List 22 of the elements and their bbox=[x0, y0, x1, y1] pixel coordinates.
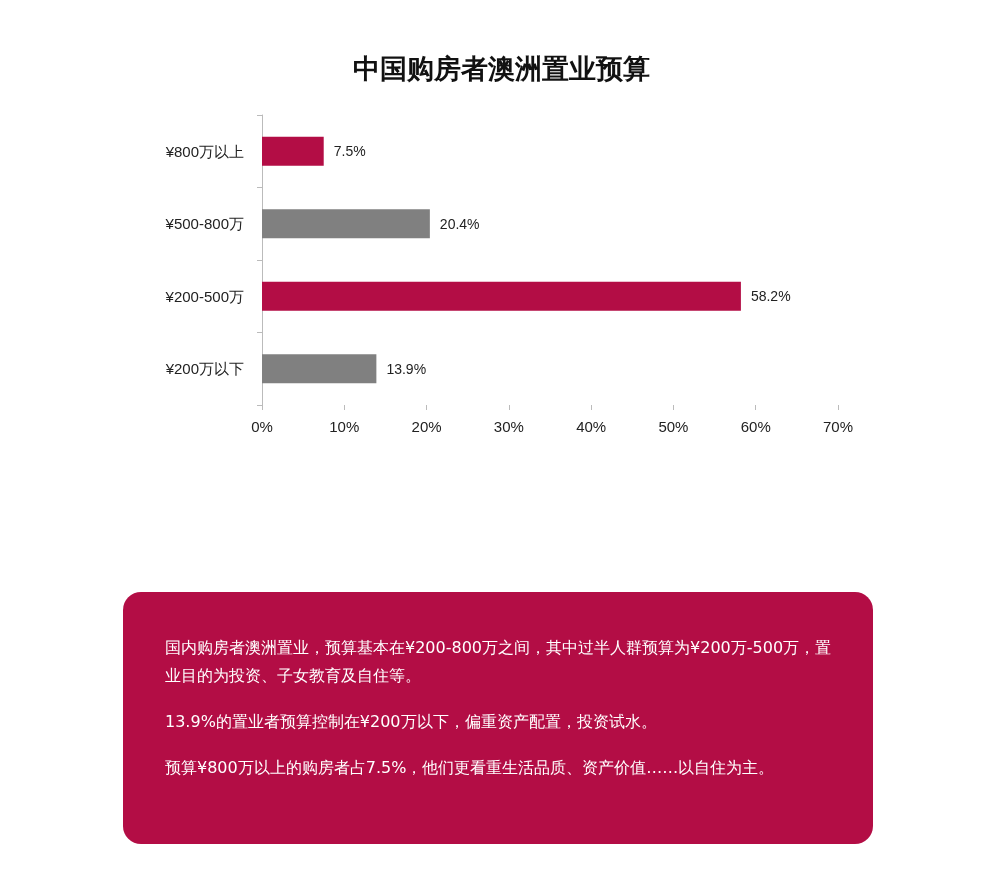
text-card: 国内购房者澳洲置业，预算基本在¥200-800万之间，其中过半人群预算为¥200万-500万，置业目的为投资、子女教育及自住等。 13.9%的置业者预算控制在¥200万以下，偏重资产配置，投资试水。 预算¥800万以上的购房者占7.5%，他们更看重生活品质、资产价值……以自住为主。 bbox=[123, 592, 873, 844]
x-tick-label: 0% bbox=[251, 418, 273, 435]
y-tick-label: ¥500-800万 bbox=[164, 215, 244, 233]
x-tick-label: 50% bbox=[658, 418, 689, 435]
data-label: 7.5% bbox=[333, 143, 366, 160]
data-label: 13.9% bbox=[386, 360, 427, 377]
x-tick-label: 70% bbox=[822, 418, 854, 435]
bar bbox=[262, 281, 741, 311]
data-label: 20.4% bbox=[439, 215, 480, 232]
bar bbox=[262, 136, 324, 166]
x-tick-label: 30% bbox=[493, 418, 524, 435]
x-tick-label: 60% bbox=[740, 418, 771, 435]
bar bbox=[262, 354, 377, 384]
y-tick-label: ¥200-500万 bbox=[164, 287, 244, 305]
data-label: 58.2% bbox=[750, 288, 791, 305]
x-tick-label: 10% bbox=[329, 418, 360, 435]
chart-title: 中国购房者澳洲置业预算 bbox=[353, 53, 650, 84]
y-tick-label: ¥200万以下 bbox=[164, 360, 244, 378]
y-tick-label: ¥800万以上 bbox=[164, 142, 244, 160]
x-tick-label: 40% bbox=[576, 418, 607, 435]
x-tick-label: 20% bbox=[411, 418, 442, 435]
bar bbox=[262, 209, 430, 239]
